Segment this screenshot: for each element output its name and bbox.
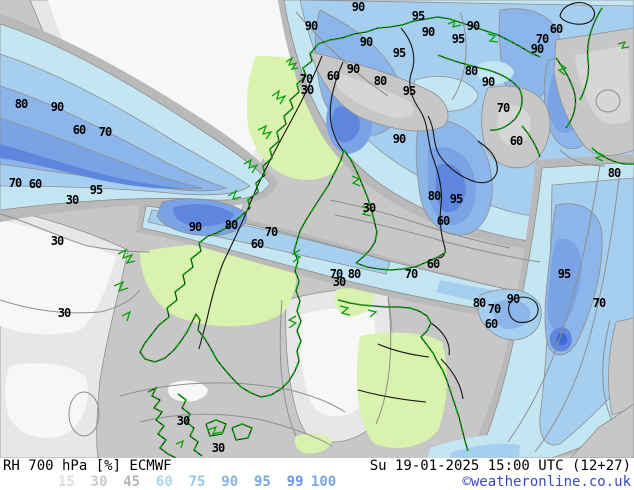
contour-label: 60 <box>510 134 523 148</box>
legend-value-30: 30 <box>90 474 108 490</box>
legend-value-99: 99 <box>286 474 304 490</box>
legend-scale: 15 30 45 60 75 90 95 99 100 <box>42 474 336 490</box>
contour-label: 30 <box>51 234 64 248</box>
legend-value-95: 95 <box>253 474 271 490</box>
kanin-shore <box>559 2 596 25</box>
contour-label: 95 <box>412 9 425 23</box>
contour-label: 90 <box>482 75 495 89</box>
contour-label: 30 <box>363 201 376 215</box>
contour-label: 70 <box>9 176 22 190</box>
contour-label: 90 <box>393 132 406 146</box>
country-borders <box>139 2 634 458</box>
contour-label: 30 <box>177 414 190 428</box>
legend-value-15: 15 <box>57 474 75 490</box>
contour-label: 90 <box>360 35 373 49</box>
contour-label: 90 <box>352 0 365 14</box>
contour-label: 95 <box>393 46 406 60</box>
contour-label: 90 <box>51 100 64 114</box>
contour-label: 90 <box>422 25 435 39</box>
copyright-link[interactable]: ©weatheronline.co.uk <box>462 474 631 490</box>
contour-label: 90 <box>467 19 480 33</box>
contour-label: 60 <box>29 177 42 191</box>
valid-time: Su 19-01-2025 15:00 UTC (12+27) <box>369 458 631 474</box>
contour-label: 60 <box>327 69 340 83</box>
contour-label: 95 <box>403 84 416 98</box>
contour-label: 60 <box>437 214 450 228</box>
contour-label: 30 <box>66 193 79 207</box>
contour-label: 90 <box>507 292 520 306</box>
contour-label: 80 <box>465 64 478 78</box>
sweden-finland-border <box>329 61 345 153</box>
white-sea-shore <box>427 115 498 184</box>
contour-label: 30 <box>301 83 314 97</box>
contour-label: 80 <box>428 189 441 203</box>
contour-label: 70 <box>265 225 278 239</box>
caption-bar: RH 700 hPa [%] ECMWF Su 19-01-2025 15:00… <box>0 458 634 490</box>
contour-label: 95 <box>452 32 465 46</box>
legend-value-90: 90 <box>221 474 239 490</box>
contour-label: 60 <box>485 317 498 331</box>
contour-label: 80 <box>15 97 28 111</box>
contour-label: 70 <box>99 125 112 139</box>
contour-label: 60 <box>73 123 86 137</box>
contour-label: 70 <box>405 267 418 281</box>
norway-sweden-border <box>198 55 323 350</box>
contour-label: 80 <box>225 218 238 232</box>
contour-lines <box>0 11 621 453</box>
contour-label: 95 <box>558 267 571 281</box>
dry-land-green-regions <box>140 0 634 454</box>
contour-label: 90 <box>305 19 318 33</box>
coastline-green-marks <box>113 7 634 458</box>
caption-row-1: RH 700 hPa [%] ECMWF Su 19-01-2025 15:00… <box>0 458 634 474</box>
finland-russia-border <box>400 27 446 259</box>
contour-label: 95 <box>450 192 463 206</box>
legend-value-75: 75 <box>188 474 206 490</box>
contour-label: 90 <box>189 220 202 234</box>
contour-label: 90 <box>347 62 360 76</box>
contour-label: 70 <box>536 32 549 46</box>
legend-value-60: 60 <box>155 474 173 490</box>
contour-label: 70 <box>300 72 313 86</box>
contour-label: 80 <box>374 74 387 88</box>
parameter-title: RH 700 hPa [%] ECMWF <box>3 458 172 474</box>
contour-label: 80 <box>608 166 621 180</box>
contour-label: 30 <box>333 275 346 289</box>
contour-label: 70 <box>497 101 510 115</box>
fjord-scribbles <box>113 19 630 449</box>
caption-row-2: 15 30 45 60 75 90 95 99 100 ©weatheronline.co.uk <box>0 474 634 490</box>
gray-dry-islands <box>309 27 634 458</box>
contour-label: 70 <box>488 302 501 316</box>
legend-value-100: 100 <box>310 474 337 490</box>
contour-label: 60 <box>550 22 563 36</box>
contour-label: 60 <box>427 257 440 271</box>
contour-label: 90 <box>531 42 544 56</box>
contour-label: 70 <box>593 296 606 310</box>
humidity-blue-regions <box>0 0 634 458</box>
legend-value-45: 45 <box>123 474 141 490</box>
contour-label: 30 <box>212 441 225 455</box>
contour-label: 95 <box>90 183 103 197</box>
contour-label: 60 <box>251 237 264 251</box>
contour-label: 80 <box>348 267 361 281</box>
contour-label: 70 <box>330 267 343 281</box>
lake-shore <box>508 296 539 323</box>
contour-label: 30 <box>58 306 71 320</box>
contour-label: 80 <box>473 296 486 310</box>
baltic-state-borders <box>357 322 464 403</box>
